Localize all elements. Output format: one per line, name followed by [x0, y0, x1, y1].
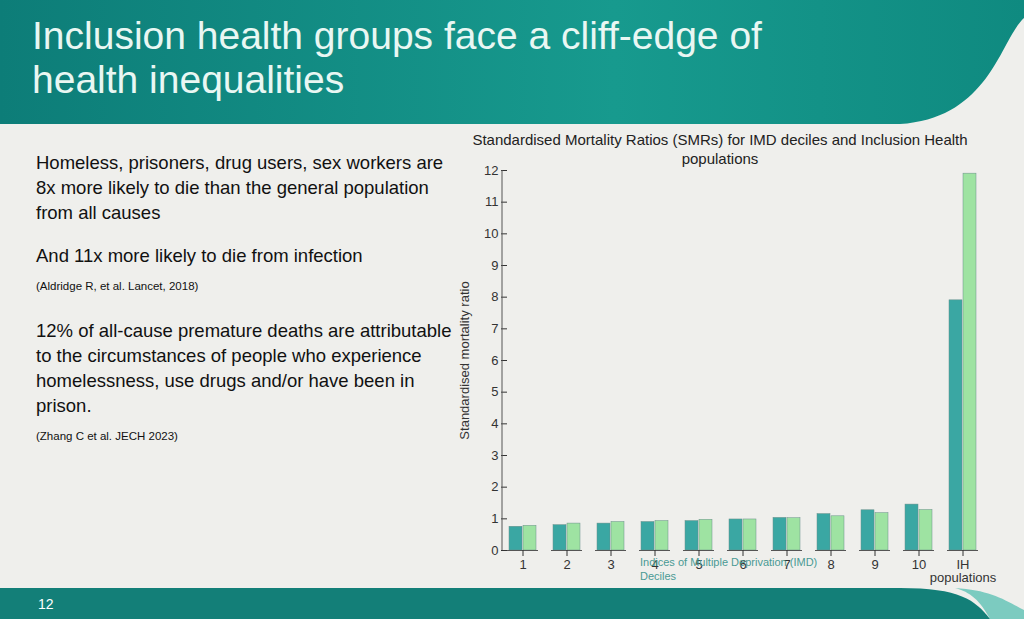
svg-text:10: 10: [484, 226, 498, 241]
html-text:Homeless, prisoners, drug user: Homeless, prisoners, drug users, sex wor…: [36, 152, 444, 223]
html-text:And 11x more likely to die fro: And 11x more likely to die from infectio…: [36, 245, 363, 266]
svg-text:2: 2: [491, 479, 498, 494]
html-text:12: 12: [38, 596, 54, 612]
svg-text:9: 9: [491, 258, 498, 273]
html-text:(Zhang C et al. JECH 2023): (Zhang C et al. JECH 2023): [36, 430, 178, 442]
html-text:(Aldridge R, et al. Lancet, 20: (Aldridge R, et al. Lancet, 2018): [36, 280, 199, 292]
svg-text:1: 1: [519, 557, 526, 572]
svg-text:10: 10: [912, 557, 926, 572]
svg-text:3: 3: [607, 557, 614, 572]
svg-text:4: 4: [491, 416, 498, 431]
svg-text:6: 6: [491, 353, 498, 368]
html-text:Inclusion health groups face a: Inclusion health groups face a cliff-edg…: [32, 14, 762, 101]
svg-text:2: 2: [563, 557, 570, 572]
svg-text:3: 3: [491, 448, 498, 463]
svg-text:IHpopulations: IHpopulations: [930, 557, 997, 585]
svg-text:Standardised mortality ratio: Standardised mortality ratio: [457, 281, 472, 439]
svg-text:5: 5: [491, 384, 498, 399]
svg-text:11: 11: [485, 194, 499, 209]
svg-text:0: 0: [491, 543, 498, 558]
svg-text:1: 1: [491, 511, 498, 526]
svg-text:12: 12: [484, 163, 498, 178]
svg-text:7: 7: [491, 321, 498, 336]
html-text:Standardised Mortality Ratios: Standardised Mortality Ratios (SMRs) for…: [472, 131, 968, 167]
svg-text:8: 8: [827, 557, 834, 572]
html-text:12% of all-cause premature dea: 12% of all-cause premature deaths are at…: [36, 320, 452, 416]
svg-text:8: 8: [491, 289, 498, 304]
svg-text:9: 9: [871, 557, 878, 572]
html-text:Indices of Multiple Deprivatio: Indices of Multiple Deprivation (IMD) De…: [640, 556, 818, 582]
